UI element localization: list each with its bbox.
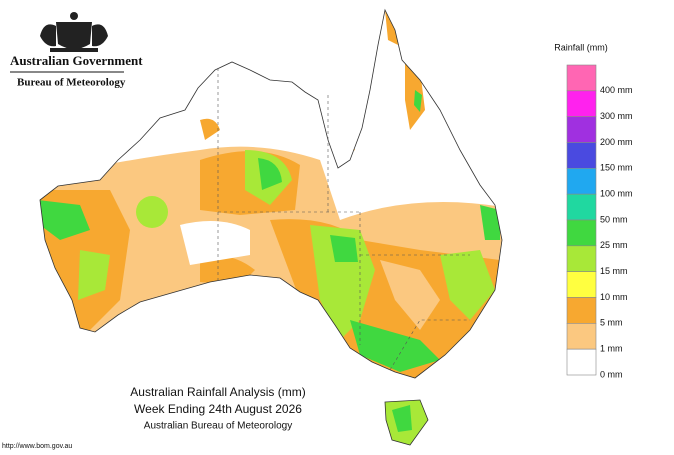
legend-label: 10 mm (600, 292, 628, 302)
legend-label: 50 mm (600, 214, 628, 224)
legend-label: 400 mm (600, 85, 633, 95)
legend-swatch (566, 64, 597, 92)
legend-label: 200 mm (600, 137, 633, 147)
legend: 400 mm 300 mm 200 mm 150 mm 100 mm 50 mm 25 mm… (566, 64, 633, 379)
legend-swatch (566, 271, 597, 298)
legend-swatch (566, 142, 597, 169)
legend-label: 5 mm (600, 318, 623, 328)
legend-swatch (566, 168, 597, 195)
legend-swatch (566, 193, 597, 221)
legend-label: 0 mm (600, 369, 623, 379)
legend-swatch (566, 219, 597, 247)
legend-title: Rainfall (mm) (554, 42, 608, 52)
legend-swatch (566, 245, 597, 272)
legend-label: 1 mm (600, 344, 623, 354)
caption-period: Week Ending 24th August 2026 (134, 402, 302, 416)
government-name: Australian Government (10, 53, 143, 68)
legend-swatch (566, 297, 597, 324)
bureau-name: Bureau of Meteorology (17, 77, 126, 89)
legend-swatch (566, 348, 597, 376)
url: http://www.bom.gov.au (2, 443, 72, 450)
legend-label: 300 mm (600, 111, 633, 121)
legend-label: 25 mm (600, 240, 628, 250)
legend-label: 100 mm (600, 189, 633, 199)
legend-label: 150 mm (600, 163, 633, 173)
legend-swatch (566, 90, 597, 117)
legend-label: 15 mm (600, 266, 628, 276)
coat-of-arms (40, 12, 108, 52)
caption-source: Australian Bureau of Meteorology (144, 421, 292, 432)
legend-swatch (566, 323, 597, 350)
legend-swatch (566, 116, 597, 143)
caption-title: Australian Rainfall Analysis (mm) (130, 385, 305, 399)
